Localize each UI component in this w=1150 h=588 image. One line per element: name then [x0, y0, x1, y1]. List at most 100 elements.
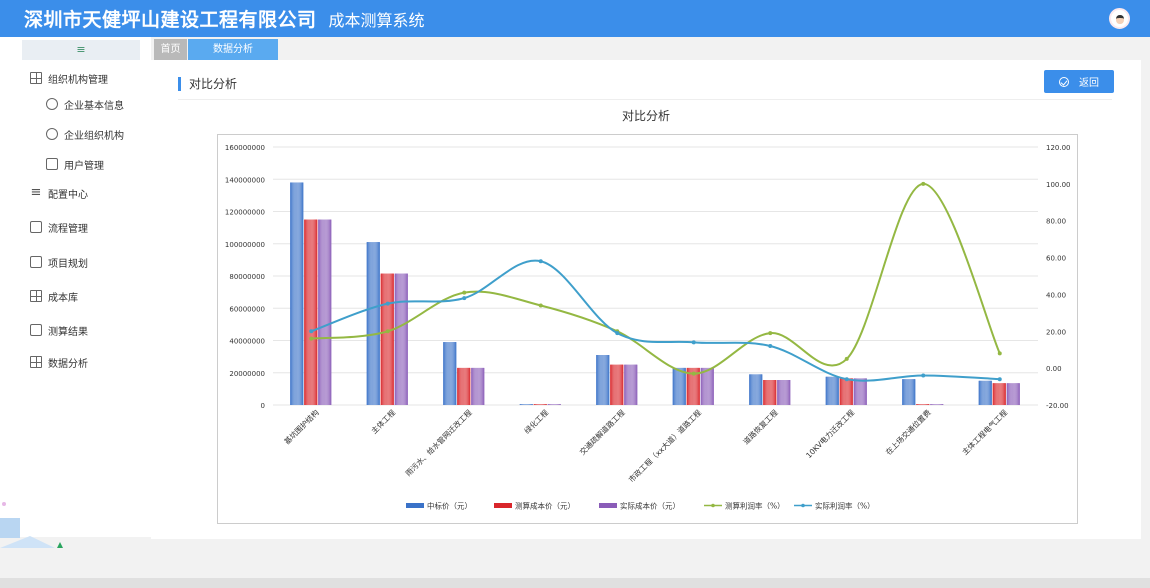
legend-swatch	[599, 503, 617, 508]
x-tick-label: 在上场交通位置费	[883, 407, 933, 457]
sidebar-item-cost-library[interactable]: 成本库	[30, 288, 78, 304]
bar-shade	[457, 367, 471, 405]
sidebar-item-project-planning[interactable]: 项目规划	[30, 254, 88, 270]
section-title: 对比分析	[178, 77, 237, 91]
bar-shade	[394, 273, 408, 405]
series-line	[311, 182, 1001, 375]
sidebar-item-company-info[interactable]: 企业基本信息	[46, 96, 124, 112]
legend-swatch-dot	[801, 503, 805, 508]
sidebar-item-company-org[interactable]: 企业组织机构	[46, 126, 124, 142]
bar-shade	[443, 342, 457, 405]
sidebar-item-org-management[interactable]: 组织机构管理	[30, 70, 108, 86]
sidebar-item-label: 测算结果	[48, 326, 88, 338]
line-point	[921, 373, 926, 378]
bar-shade	[380, 273, 394, 405]
legend-swatch-dot	[711, 503, 715, 508]
line-point	[844, 377, 849, 382]
user-avatar[interactable]	[1109, 8, 1130, 29]
table-icon	[30, 356, 42, 368]
bar-shade	[825, 376, 839, 405]
bar-shade	[749, 374, 763, 405]
legend-label: 中标价（元）	[427, 501, 472, 511]
bar-shade	[596, 355, 610, 405]
sidebar-item-data-analysis[interactable]: 数据分析	[30, 354, 88, 370]
y-tick-label: 20000000	[229, 370, 265, 378]
line-point	[385, 301, 390, 306]
bar-shade	[853, 378, 867, 405]
bar-shade	[672, 367, 686, 405]
legend-label: 实际利润率（%）	[815, 501, 875, 511]
sidebar-item-label: 成本库	[48, 292, 78, 304]
main-content: 首页 数据分析 对比分析 返回 对比分析 160000000 140000000 1…	[151, 37, 1141, 539]
x-tick-label: 主体工程	[369, 407, 398, 436]
back-button[interactable]: 返回	[1044, 70, 1114, 93]
y-tick-label: 60000000	[229, 305, 265, 313]
sidebar-item-label: 组织机构管理	[48, 74, 108, 86]
sidebar-item-process-management[interactable]: 流程管理	[30, 219, 88, 235]
bar-shade	[902, 379, 916, 405]
line-point	[385, 329, 390, 334]
y-tick-label: 160000000	[225, 144, 265, 152]
bar-shade	[471, 367, 485, 405]
chart-container: 160000000 140000000 120000000 100000000 8000…	[217, 134, 1078, 524]
bar-shade	[290, 182, 304, 405]
bar-shade	[610, 364, 624, 405]
line-point	[462, 290, 467, 295]
sidebar-item-calc-results[interactable]: 测算结果	[30, 322, 88, 338]
bar-shade	[624, 364, 638, 405]
sidebar-item-user-management[interactable]: 用户管理	[46, 156, 104, 172]
y-tick-label: 120000000	[225, 209, 265, 217]
sidebar-item-label: 企业组织机构	[64, 130, 124, 142]
doc-icon	[30, 256, 42, 268]
line-point	[538, 259, 543, 264]
series-line	[310, 259, 1000, 382]
bar-shade	[916, 404, 930, 405]
line-point	[691, 340, 696, 345]
bar-chart-icon	[30, 324, 42, 336]
line-point	[615, 331, 620, 336]
chart-title: 对比分析	[621, 109, 670, 123]
tab-home[interactable]: 首页	[154, 39, 187, 60]
chart-box-icon	[30, 221, 42, 233]
line-point	[691, 371, 696, 376]
sidebar-item-label: 流程管理	[48, 223, 88, 235]
y2-tick-label: 120.00	[1046, 144, 1071, 152]
bar-shade	[700, 367, 714, 405]
y2-tick-label: 40.00	[1046, 291, 1066, 299]
y-tick-label: 100000000	[225, 241, 265, 249]
x-tick-label: 交通疏解道路工程	[577, 407, 627, 457]
sidebar-item-label: 用户管理	[64, 160, 104, 172]
bar-shade	[1006, 383, 1020, 405]
bar-shade	[366, 242, 380, 405]
y-tick-label: 80000000	[229, 273, 265, 281]
line-point	[921, 181, 926, 186]
line-point	[997, 351, 1002, 356]
deco-building	[0, 518, 20, 538]
y2-tick-label: -20.00	[1046, 402, 1069, 410]
line-point	[768, 331, 773, 336]
company-name: 深圳市天健坪山建设工程有限公司	[24, 9, 317, 31]
y-tick-label: 140000000	[225, 176, 265, 184]
line-point	[309, 329, 314, 334]
y-tick-label: 0	[261, 402, 265, 410]
tree-icon	[30, 290, 42, 302]
tab-data-analysis[interactable]: 数据分析	[188, 39, 278, 60]
deco-dot	[2, 502, 6, 506]
x-tick-label: 10KV电力迁改工程	[803, 407, 856, 460]
x-tick-label: 绿化工程	[522, 407, 551, 436]
app-header: 深圳市天健坪山建设工程有限公司 成本测算系统	[0, 0, 1150, 37]
y2-tick-label: 0.00	[1046, 365, 1062, 373]
line-point	[844, 356, 849, 361]
deco-tree-icon	[57, 542, 63, 548]
bar-shade	[519, 404, 533, 405]
bar-shade	[318, 219, 332, 405]
bar-shade	[763, 380, 777, 405]
sidebar-item-label: 企业基本信息	[64, 100, 124, 112]
bar-shade	[839, 378, 853, 405]
line-point	[768, 344, 773, 349]
sidebar-toggle-button[interactable]: ≡	[22, 40, 140, 60]
sidebar-item-config-center[interactable]: 配置中心	[30, 185, 88, 201]
bar-shade	[978, 380, 992, 405]
tab-bar: 首页 数据分析	[151, 37, 1141, 60]
bar-shade	[777, 380, 791, 405]
